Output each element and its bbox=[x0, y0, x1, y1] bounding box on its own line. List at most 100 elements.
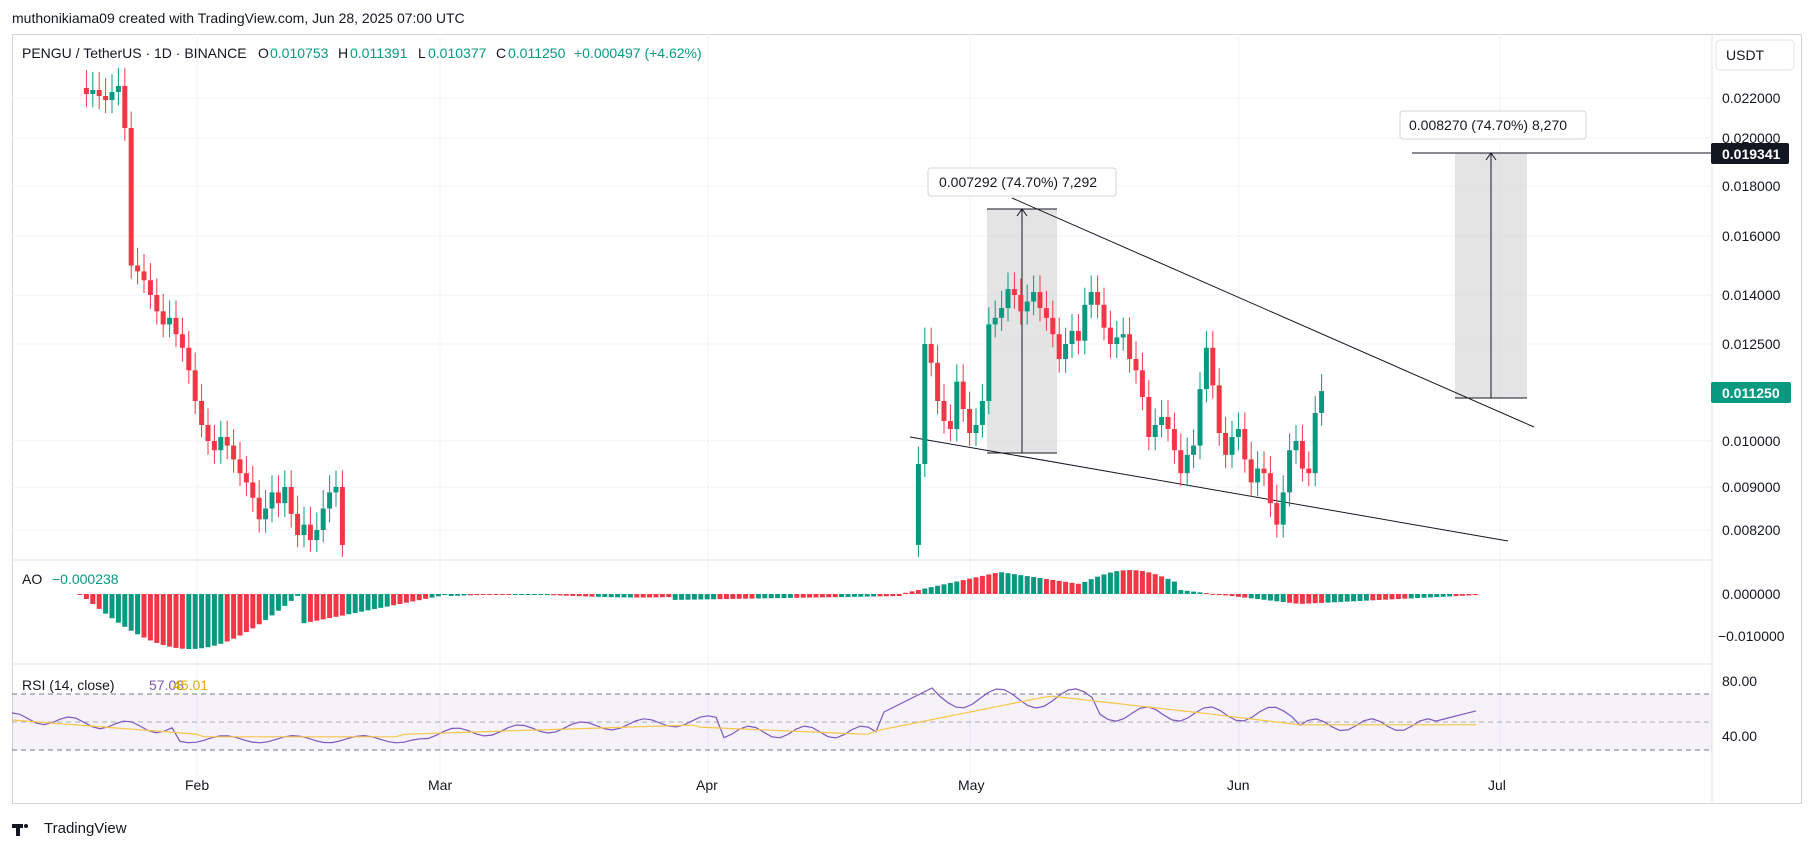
ao-bar bbox=[563, 594, 569, 596]
candle-body bbox=[947, 421, 953, 429]
candle-body bbox=[224, 437, 230, 446]
candle-body bbox=[141, 271, 147, 281]
ao-bar bbox=[250, 594, 256, 629]
target-price-text: 0.019341 bbox=[1722, 146, 1781, 162]
candle-body bbox=[1223, 433, 1229, 455]
last-price-text: 0.011250 bbox=[1722, 385, 1780, 401]
ao-bar bbox=[1056, 580, 1062, 594]
ao-bar bbox=[743, 594, 749, 599]
ao-bar bbox=[499, 594, 505, 595]
price-axis-tick: 0.022000 bbox=[1722, 90, 1781, 106]
candle-body bbox=[1075, 330, 1081, 341]
ao-bar bbox=[999, 572, 1005, 594]
candle-body bbox=[1171, 429, 1177, 451]
ao-bar bbox=[1357, 594, 1363, 601]
ao-bar bbox=[77, 594, 83, 595]
ao-bar bbox=[218, 594, 224, 644]
candle-body bbox=[333, 487, 339, 493]
candle-body bbox=[1114, 337, 1120, 344]
ao-bar bbox=[314, 594, 320, 621]
ao-bar bbox=[1261, 594, 1267, 600]
price-axis-tick: 0.016000 bbox=[1722, 228, 1781, 244]
candles bbox=[83, 67, 1325, 557]
ao-bar bbox=[883, 594, 889, 597]
ao-bar bbox=[717, 594, 723, 600]
ao-bar bbox=[621, 594, 627, 598]
ao-bar bbox=[103, 594, 109, 614]
ao-bar bbox=[301, 594, 307, 624]
candle-body bbox=[192, 370, 198, 401]
ao-bar bbox=[1165, 578, 1171, 594]
ao-bar bbox=[1171, 581, 1177, 594]
ao-bar bbox=[1389, 594, 1395, 600]
ao-bar bbox=[147, 594, 153, 641]
tradingview-logo-icon bbox=[12, 822, 38, 836]
ao-bar bbox=[480, 594, 486, 595]
ao-bar bbox=[659, 594, 665, 598]
footer[interactable]: TradingView bbox=[12, 820, 127, 837]
chart-credit: muthonikiama09 created with TradingView.… bbox=[12, 10, 465, 26]
ao-bar bbox=[442, 594, 448, 596]
ao-bar bbox=[1248, 594, 1254, 599]
ao-bar bbox=[1011, 574, 1017, 594]
ohlc-legend: PENGU / TetherUS · 1D · BINANCE O 0.0107… bbox=[22, 45, 702, 61]
ao-bar bbox=[1312, 594, 1318, 604]
ao-bar bbox=[1088, 579, 1094, 594]
ao-bar bbox=[723, 594, 729, 600]
ao-bar bbox=[1005, 573, 1011, 594]
ao-bar bbox=[525, 594, 531, 595]
candle-body bbox=[1274, 503, 1280, 525]
candle-body bbox=[1050, 317, 1056, 335]
ao-bar bbox=[327, 594, 333, 619]
low-label: L bbox=[418, 45, 426, 61]
candle-body bbox=[1005, 289, 1011, 309]
ao-bar bbox=[826, 594, 832, 598]
ao-bar bbox=[538, 594, 544, 595]
price-axis-tick: 0.018000 bbox=[1722, 178, 1781, 194]
measure-label-left: 0.007292 (74.70%) 7,292 bbox=[927, 167, 1117, 197]
ao-bar bbox=[1120, 570, 1126, 594]
ao-bar bbox=[915, 589, 921, 594]
ao-bar bbox=[1229, 594, 1235, 597]
rsi-title: RSI (14, close) bbox=[22, 677, 115, 693]
ao-bar bbox=[903, 592, 909, 594]
ao-bar bbox=[531, 594, 537, 595]
ao-bar bbox=[346, 594, 352, 615]
ao-bar bbox=[986, 574, 992, 594]
candle-body bbox=[103, 96, 109, 100]
ao-bar bbox=[1210, 593, 1216, 595]
ao-bar bbox=[467, 594, 473, 596]
candle-body bbox=[1069, 330, 1075, 344]
rsi-ma-value: 45.01 bbox=[173, 677, 208, 693]
ao-bar bbox=[288, 594, 294, 601]
ao-bar bbox=[1127, 570, 1133, 594]
candle-body bbox=[1107, 327, 1113, 344]
currency-label: USDT bbox=[1726, 47, 1765, 63]
ao-bar bbox=[602, 594, 608, 597]
candle-body bbox=[1063, 344, 1069, 360]
ao-bar bbox=[333, 594, 339, 617]
candle-body bbox=[327, 492, 333, 509]
candle-body bbox=[135, 265, 141, 272]
ao-bar bbox=[1415, 594, 1421, 599]
wedge-lower-trendline bbox=[909, 436, 1509, 542]
ao-bar bbox=[819, 594, 825, 598]
wedge-upper-trendline bbox=[1011, 197, 1535, 428]
ao-bar bbox=[672, 594, 678, 600]
candle-body bbox=[1146, 397, 1152, 437]
ao-bar bbox=[1466, 594, 1472, 596]
ao-bar bbox=[813, 594, 819, 598]
candle-body bbox=[960, 381, 966, 409]
ao-bar bbox=[141, 594, 147, 638]
ao-bar bbox=[275, 594, 281, 611]
rsi-value: 57.08 bbox=[149, 677, 184, 693]
price-axis-tick: 0.008200 bbox=[1722, 522, 1781, 538]
price-axis-tick: 0.009000 bbox=[1722, 479, 1781, 495]
ao-tick-zero: 0.000000 bbox=[1722, 586, 1781, 602]
currency-button[interactable]: USDT bbox=[1715, 39, 1795, 71]
ao-bar bbox=[1223, 594, 1229, 596]
candle-body bbox=[986, 324, 992, 401]
ao-bar bbox=[231, 594, 237, 639]
candle-body bbox=[1312, 413, 1318, 474]
